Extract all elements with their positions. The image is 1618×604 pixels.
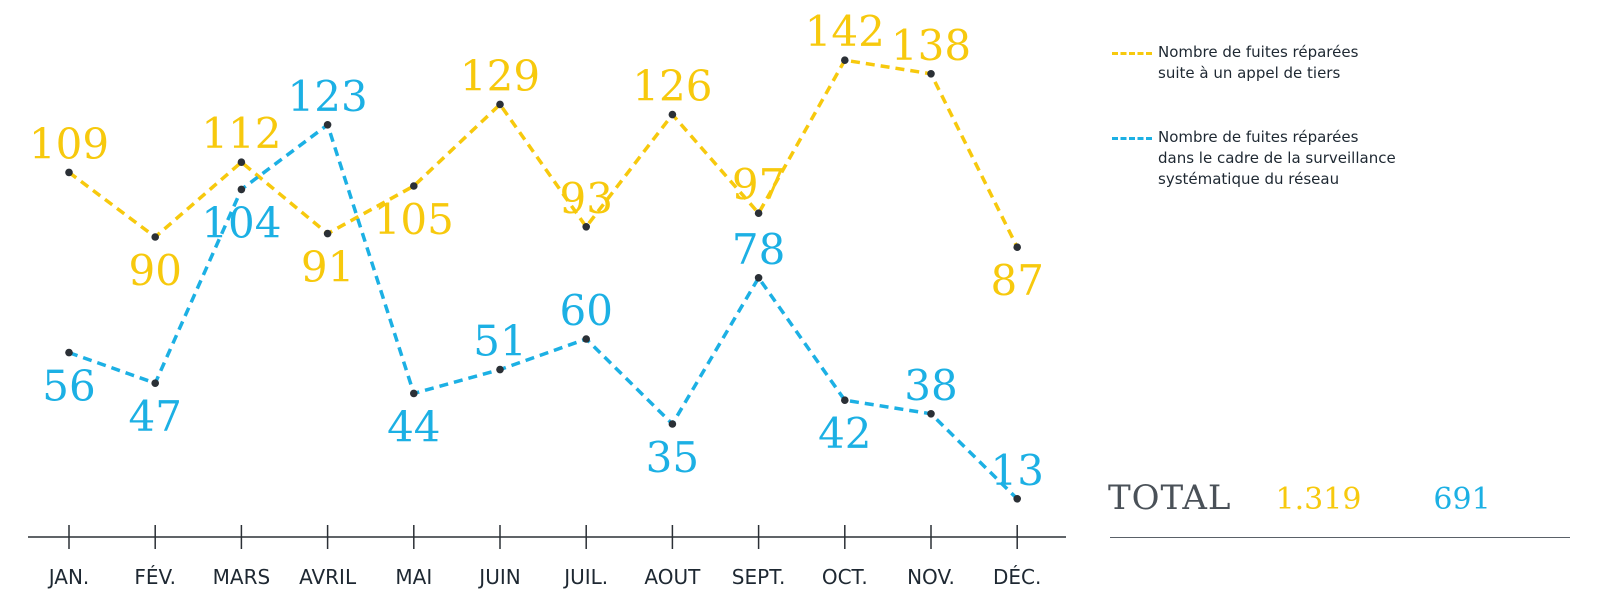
total-value-series-1: 1.319 [1275, 482, 1362, 517]
x-tick-label: DÉC. [993, 565, 1041, 589]
data-label: 112 [201, 109, 281, 158]
x-tick-label: MAI [395, 565, 432, 589]
data-point [65, 348, 73, 357]
data-point [841, 56, 849, 64]
data-label: 13 [990, 446, 1043, 495]
legend-label-series-1: Nombre de fuites réparées suite à un app… [1158, 43, 1359, 82]
data-point [841, 396, 849, 405]
data-label: 93 [559, 174, 612, 223]
data-label: 109 [29, 119, 109, 168]
data-point [582, 223, 590, 231]
data-point [323, 229, 332, 238]
data-point [582, 335, 590, 343]
data-label: 97 [732, 160, 785, 209]
data-label: 87 [990, 256, 1043, 305]
x-tick-label: MARS [213, 565, 271, 589]
data-point [65, 168, 73, 177]
data-label: 138 [891, 21, 971, 70]
data-points [65, 56, 1021, 503]
data-point [927, 410, 935, 418]
data-point [323, 121, 332, 129]
x-axis: JAN. FÉV. MARS AVRIL MAI JUIN JUIL. AOUT SEPT. OC… [28, 525, 1066, 589]
x-tick-label: SEPT. [732, 565, 786, 589]
legend-item-series-2: Nombre de fuites réparées dans le cadre … [1110, 127, 1396, 190]
data-point [151, 233, 159, 241]
x-tick-label: AOUT [644, 565, 701, 589]
x-tick-label: AVRIL [299, 565, 357, 589]
data-label: 126 [632, 62, 712, 111]
data-point [151, 379, 159, 388]
legend-label-series-2: Nombre de fuites réparées dans le cadre … [1158, 128, 1396, 188]
legend-item-series-1: Nombre de fuites réparées suite à un app… [1110, 42, 1358, 84]
x-tick-label: JUIL. [562, 565, 608, 589]
data-label: 42 [818, 409, 871, 458]
data-label: 47 [128, 392, 181, 441]
x-tick-label: JUIN [477, 565, 520, 589]
data-point [668, 110, 677, 119]
total-divider [1110, 537, 1570, 538]
data-label: 105 [374, 195, 454, 244]
data-label: 51 [473, 317, 526, 366]
x-tick-label: NOV. [907, 565, 955, 589]
data-point [754, 274, 763, 282]
data-point [237, 158, 246, 166]
data-point [410, 182, 418, 190]
data-point [668, 420, 677, 428]
series-line-2 [68, 123, 1019, 501]
data-point [927, 70, 935, 78]
total-row: TOTAL 1.319 691 [1108, 478, 1491, 518]
total-value-series-2: 691 [1433, 482, 1491, 517]
data-point [1013, 495, 1021, 503]
data-label: 90 [128, 246, 181, 295]
x-tick-label: OCT. [822, 565, 868, 589]
data-point [754, 209, 763, 217]
data-label: 38 [904, 361, 957, 410]
data-label: 104 [201, 198, 281, 247]
line-chart: JAN. FÉV. MARS AVRIL MAI JUIN JUIL. AOUT SEPT. OC… [28, 7, 1066, 589]
data-label: 123 [288, 72, 368, 121]
data-point [410, 389, 418, 398]
data-label: 129 [460, 51, 540, 100]
data-point [496, 100, 504, 109]
data-point [496, 365, 504, 374]
series-line-1 [67, 58, 1019, 248]
data-label: 44 [387, 402, 440, 451]
x-tick-label: JAN. [47, 565, 90, 589]
data-label: 142 [805, 7, 885, 56]
data-point [237, 185, 246, 194]
data-point [1013, 243, 1021, 251]
data-label: 60 [559, 286, 612, 335]
legend-swatch-series-2 [1110, 127, 1154, 148]
data-label: 91 [301, 243, 354, 292]
legend-swatch-series-1 [1110, 42, 1154, 63]
series-lines [67, 58, 1019, 501]
total-label: TOTAL [1108, 478, 1232, 518]
x-tick-label: FÉV. [134, 565, 176, 589]
data-label: 78 [732, 225, 785, 274]
data-labels: 109 90 112 91 105 129 93 126 97 142 138 87 56 47 104 12… [29, 7, 1044, 495]
data-label: 35 [646, 433, 699, 482]
data-label: 56 [42, 362, 95, 411]
